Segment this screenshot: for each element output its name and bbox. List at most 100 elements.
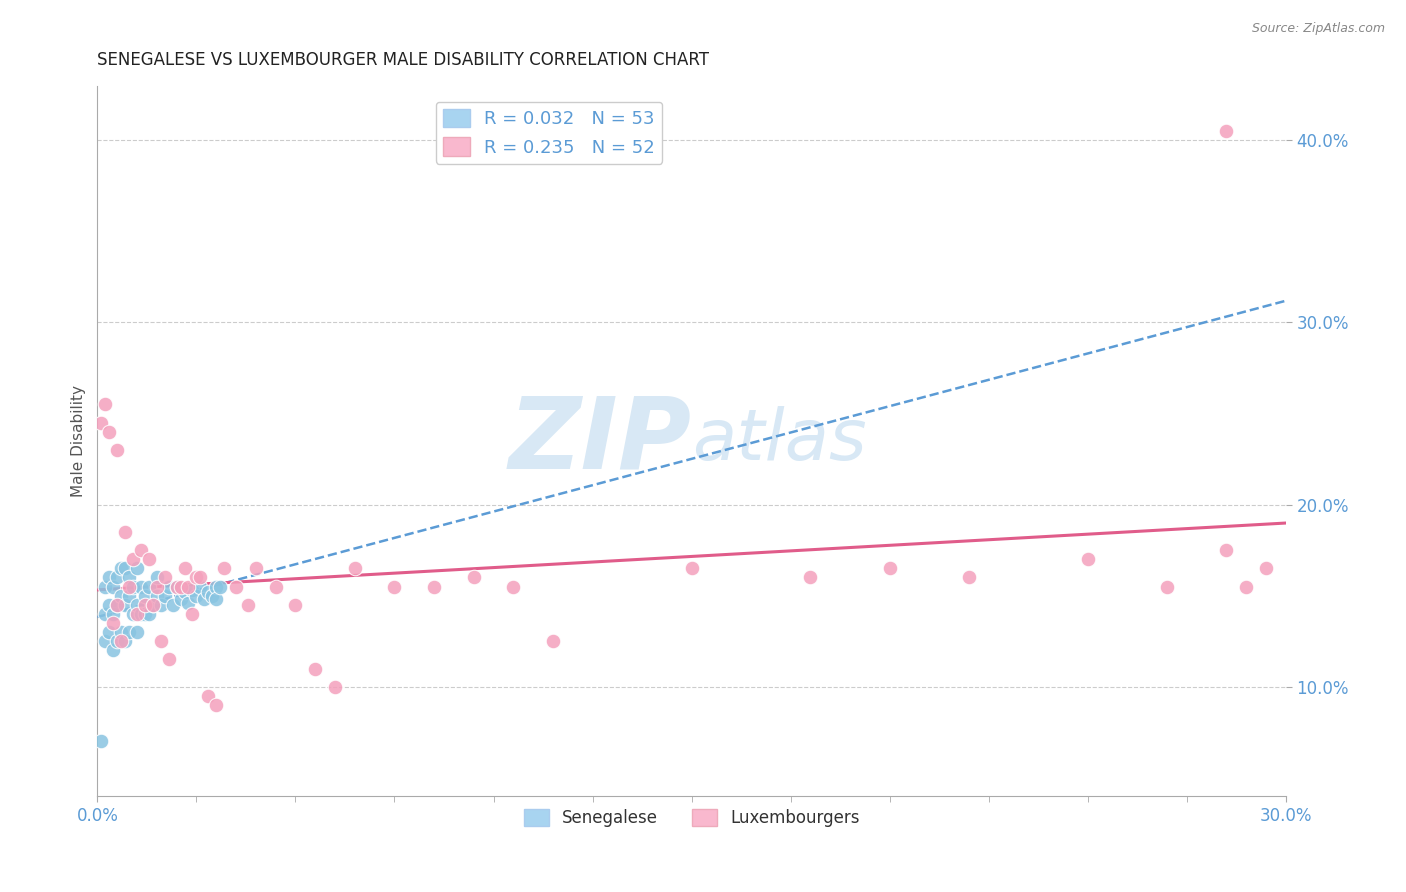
- Point: [162, 598, 184, 612]
- Point: [153, 570, 176, 584]
- Point: [122, 580, 145, 594]
- Point: [343, 561, 366, 575]
- Point: [149, 634, 172, 648]
- Point: [103, 643, 125, 657]
- Y-axis label: Male Disability: Male Disability: [72, 384, 86, 497]
- Point: [186, 570, 208, 584]
- Point: [799, 570, 821, 584]
- Point: [98, 598, 121, 612]
- Text: SENEGALESE VS LUXEMBOURGER MALE DISABILITY CORRELATION CHART: SENEGALESE VS LUXEMBOURGER MALE DISABILI…: [97, 51, 710, 69]
- Point: [197, 585, 219, 599]
- Point: [98, 625, 121, 640]
- Point: [105, 634, 128, 648]
- Point: [169, 580, 191, 594]
- Point: [105, 570, 128, 584]
- Point: [209, 580, 232, 594]
- Point: [173, 585, 195, 599]
- Point: [125, 561, 148, 575]
- Point: [125, 625, 148, 640]
- Text: Source: ZipAtlas.com: Source: ZipAtlas.com: [1251, 22, 1385, 36]
- Point: [149, 598, 172, 612]
- Point: [105, 442, 128, 457]
- Point: [205, 698, 228, 712]
- Point: [94, 397, 117, 411]
- Point: [1156, 580, 1178, 594]
- Point: [197, 689, 219, 703]
- Point: [105, 598, 128, 612]
- Point: [142, 598, 165, 612]
- Point: [323, 680, 346, 694]
- Point: [138, 607, 160, 621]
- Point: [236, 598, 259, 612]
- Point: [1234, 580, 1257, 594]
- Point: [1254, 561, 1277, 575]
- Point: [502, 580, 524, 594]
- Point: [114, 524, 136, 539]
- Point: [205, 592, 228, 607]
- Point: [541, 634, 564, 648]
- Point: [190, 570, 212, 584]
- Point: [94, 607, 117, 621]
- Point: [110, 561, 132, 575]
- Point: [138, 580, 160, 594]
- Point: [125, 607, 148, 621]
- Point: [304, 661, 326, 675]
- Point: [103, 607, 125, 621]
- Point: [134, 598, 156, 612]
- Point: [193, 592, 215, 607]
- Point: [98, 570, 121, 584]
- Point: [110, 589, 132, 603]
- Point: [423, 580, 446, 594]
- Point: [212, 561, 235, 575]
- Point: [181, 607, 204, 621]
- Point: [103, 615, 125, 630]
- Point: [879, 561, 901, 575]
- Point: [157, 580, 180, 594]
- Point: [138, 552, 160, 566]
- Point: [114, 634, 136, 648]
- Point: [245, 561, 267, 575]
- Point: [173, 561, 195, 575]
- Point: [177, 580, 200, 594]
- Text: ZIP: ZIP: [509, 392, 692, 490]
- Point: [1215, 124, 1237, 138]
- Point: [94, 580, 117, 594]
- Point: [384, 580, 406, 594]
- Point: [201, 589, 224, 603]
- Point: [114, 598, 136, 612]
- Point: [284, 598, 307, 612]
- Point: [166, 580, 188, 594]
- Point: [681, 561, 703, 575]
- Text: atlas: atlas: [692, 406, 866, 475]
- Point: [118, 570, 141, 584]
- Point: [118, 589, 141, 603]
- Legend: Senegalese, Luxembourgers: Senegalese, Luxembourgers: [517, 803, 866, 834]
- Point: [105, 598, 128, 612]
- Point: [205, 580, 228, 594]
- Point: [1077, 552, 1099, 566]
- Point: [1215, 543, 1237, 558]
- Point: [186, 589, 208, 603]
- Point: [110, 634, 132, 648]
- Point: [146, 589, 169, 603]
- Point: [90, 734, 112, 748]
- Point: [125, 598, 148, 612]
- Point: [169, 592, 191, 607]
- Point: [122, 607, 145, 621]
- Point: [190, 580, 212, 594]
- Point: [146, 570, 169, 584]
- Point: [129, 543, 152, 558]
- Point: [122, 552, 145, 566]
- Point: [118, 625, 141, 640]
- Point: [142, 598, 165, 612]
- Point: [146, 580, 169, 594]
- Point: [110, 625, 132, 640]
- Point: [153, 589, 176, 603]
- Point: [90, 416, 112, 430]
- Point: [129, 607, 152, 621]
- Point: [118, 580, 141, 594]
- Point: [264, 580, 287, 594]
- Point: [98, 425, 121, 439]
- Point: [177, 596, 200, 610]
- Point: [225, 580, 247, 594]
